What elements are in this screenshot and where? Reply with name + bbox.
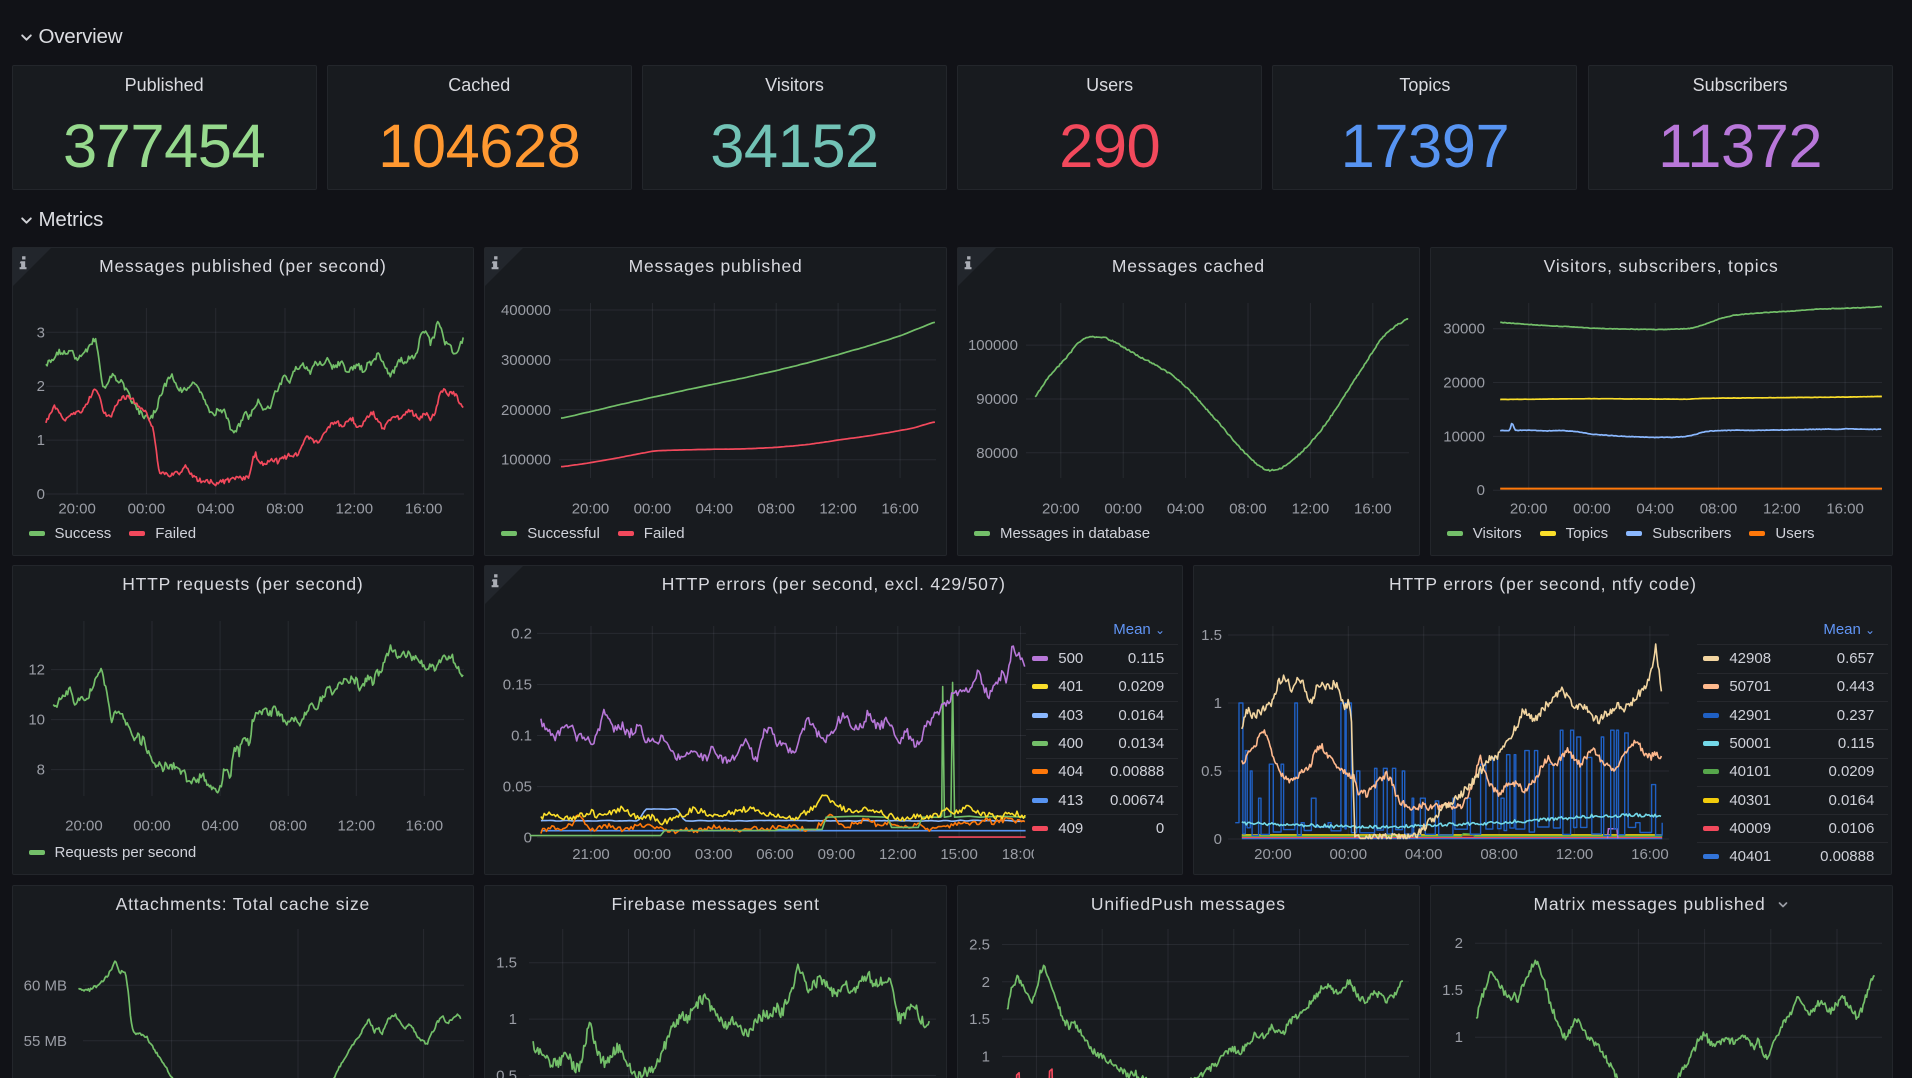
svg-text:1: 1 xyxy=(36,432,44,449)
svg-text:04:00: 04:00 xyxy=(1167,500,1205,517)
svg-text:0: 0 xyxy=(1214,831,1222,848)
svg-text:80000: 80000 xyxy=(976,444,1018,461)
svg-text:15:00: 15:00 xyxy=(941,846,979,863)
svg-text:18:00: 18:00 xyxy=(1002,846,1034,863)
svg-text:08:00: 08:00 xyxy=(269,818,307,835)
svg-text:20:00: 20:00 xyxy=(572,500,610,517)
svg-text:00:00: 00:00 xyxy=(1104,500,1142,517)
svg-text:20000: 20000 xyxy=(1443,374,1485,391)
svg-text:20:00: 20:00 xyxy=(1042,500,1080,517)
svg-text:12:00: 12:00 xyxy=(879,846,917,863)
svg-text:1: 1 xyxy=(1454,1029,1462,1046)
svg-text:00:00: 00:00 xyxy=(133,818,171,835)
svg-text:04:00: 04:00 xyxy=(196,500,234,517)
svg-text:00:00: 00:00 xyxy=(634,500,672,517)
svg-text:08:00: 08:00 xyxy=(1229,500,1267,517)
svg-text:0: 0 xyxy=(1476,482,1484,499)
svg-text:60 MB: 60 MB xyxy=(23,977,66,994)
svg-text:10: 10 xyxy=(28,712,45,729)
svg-text:03:00: 03:00 xyxy=(695,846,733,863)
svg-text:300000: 300000 xyxy=(501,351,551,368)
svg-text:90000: 90000 xyxy=(976,391,1018,408)
svg-text:10000: 10000 xyxy=(1443,428,1485,445)
svg-text:08:00: 08:00 xyxy=(1699,500,1737,517)
svg-text:30000: 30000 xyxy=(1443,320,1485,337)
svg-text:09:00: 09:00 xyxy=(818,846,856,863)
svg-text:04:00: 04:00 xyxy=(201,818,239,835)
svg-text:08:00: 08:00 xyxy=(266,500,304,517)
svg-text:21:00: 21:00 xyxy=(572,846,610,863)
svg-text:16:00: 16:00 xyxy=(1631,846,1669,863)
svg-text:12:00: 12:00 xyxy=(335,500,373,517)
svg-text:16:00: 16:00 xyxy=(404,500,442,517)
svg-text:2: 2 xyxy=(1454,935,1462,952)
svg-text:0: 0 xyxy=(524,830,532,847)
svg-text:1.5: 1.5 xyxy=(496,955,517,972)
svg-text:0.5: 0.5 xyxy=(1201,763,1222,780)
svg-text:20:00: 20:00 xyxy=(65,818,103,835)
svg-text:0.5: 0.5 xyxy=(496,1068,517,1078)
svg-text:20:00: 20:00 xyxy=(1254,846,1292,863)
svg-text:1.5: 1.5 xyxy=(969,1011,990,1028)
svg-text:1.5: 1.5 xyxy=(1201,627,1222,644)
svg-text:16:00: 16:00 xyxy=(1354,500,1392,517)
svg-text:04:00: 04:00 xyxy=(1636,500,1674,517)
svg-text:8: 8 xyxy=(36,762,44,779)
svg-text:16:00: 16:00 xyxy=(1826,500,1864,517)
svg-text:20:00: 20:00 xyxy=(1510,500,1548,517)
svg-text:00:00: 00:00 xyxy=(1573,500,1611,517)
svg-text:100000: 100000 xyxy=(501,451,551,468)
svg-text:0.2: 0.2 xyxy=(511,625,532,642)
svg-text:1: 1 xyxy=(509,1011,517,1028)
svg-text:3: 3 xyxy=(36,324,44,341)
svg-text:1: 1 xyxy=(1214,695,1222,712)
svg-text:08:00: 08:00 xyxy=(758,500,796,517)
svg-text:12: 12 xyxy=(28,662,45,679)
svg-text:1.5: 1.5 xyxy=(1442,982,1463,999)
svg-text:04:00: 04:00 xyxy=(1405,846,1443,863)
svg-text:100000: 100000 xyxy=(968,337,1018,354)
svg-text:2: 2 xyxy=(982,974,990,991)
svg-text:0.15: 0.15 xyxy=(503,677,532,694)
svg-text:12:00: 12:00 xyxy=(337,818,375,835)
svg-text:12:00: 12:00 xyxy=(1292,500,1330,517)
svg-text:2.5: 2.5 xyxy=(969,937,990,954)
svg-text:12:00: 12:00 xyxy=(1763,500,1801,517)
svg-text:400000: 400000 xyxy=(501,302,551,319)
svg-text:04:00: 04:00 xyxy=(696,500,734,517)
svg-text:00:00: 00:00 xyxy=(127,500,165,517)
svg-text:20:00: 20:00 xyxy=(58,500,96,517)
svg-text:200000: 200000 xyxy=(501,401,551,418)
svg-text:12:00: 12:00 xyxy=(1556,846,1594,863)
svg-text:16:00: 16:00 xyxy=(882,500,920,517)
svg-text:16:00: 16:00 xyxy=(405,818,443,835)
svg-text:1: 1 xyxy=(982,1048,990,1065)
svg-text:00:00: 00:00 xyxy=(634,846,672,863)
svg-text:08:00: 08:00 xyxy=(1481,846,1519,863)
svg-text:06:00: 06:00 xyxy=(756,846,794,863)
svg-text:0.5: 0.5 xyxy=(1442,1076,1463,1078)
svg-text:0.1: 0.1 xyxy=(511,728,532,745)
svg-text:00:00: 00:00 xyxy=(1330,846,1368,863)
svg-text:55 MB: 55 MB xyxy=(23,1033,66,1050)
svg-text:0: 0 xyxy=(36,486,44,503)
svg-text:2: 2 xyxy=(36,378,44,395)
svg-text:12:00: 12:00 xyxy=(820,500,858,517)
svg-text:0.05: 0.05 xyxy=(503,779,532,796)
